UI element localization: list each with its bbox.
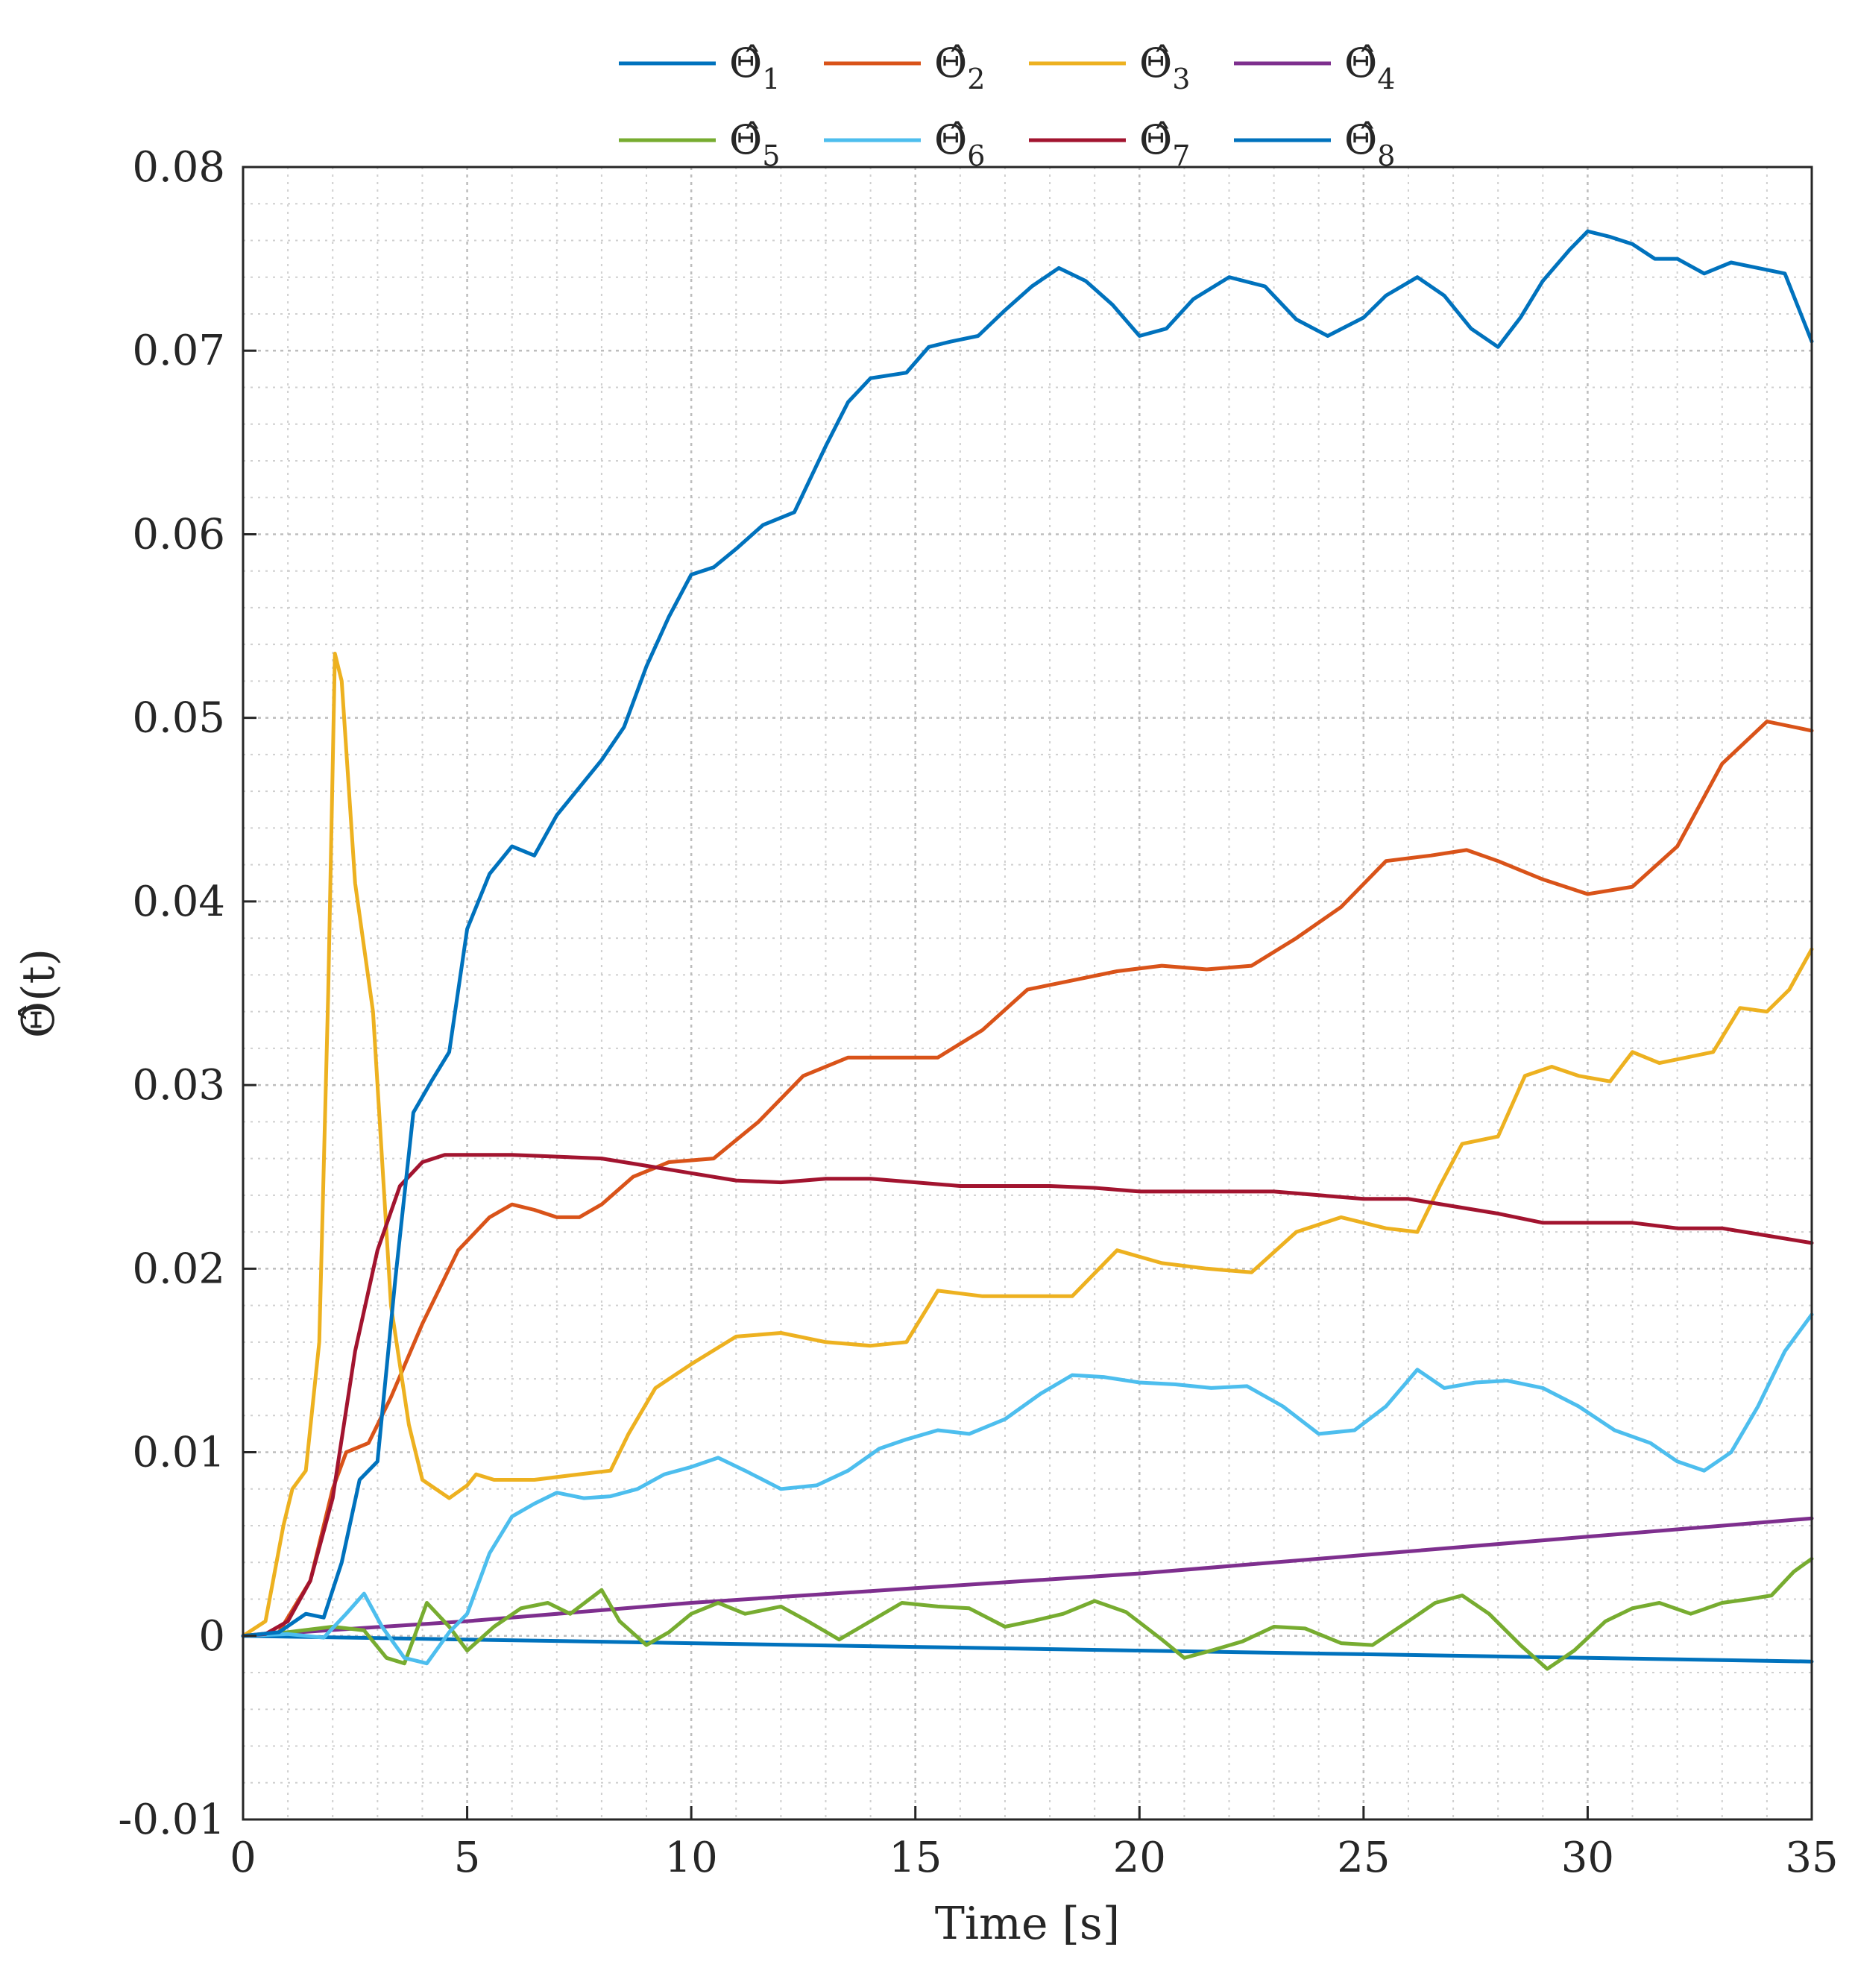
- y-tick-label: 0.02: [132, 1245, 225, 1293]
- legend-item-2: Θ̂2: [824, 40, 985, 95]
- y-tick-label: -0.01: [118, 1796, 225, 1844]
- legend-subscript: 8: [1377, 139, 1395, 172]
- series-line-1: [241, 1634, 1814, 1664]
- legend: Θ̂1 Θ̂2 Θ̂3 Θ̂4Θ̂5 Θ̂6 Θ̂7 Θ̂8: [619, 40, 1395, 172]
- x-tick-label: 15: [889, 1834, 942, 1882]
- legend-subscript: 1: [762, 63, 780, 95]
- legend-label: Θ̂1: [729, 40, 780, 95]
- legend-subscript: 5: [762, 139, 780, 172]
- x-tick-label: 35: [1785, 1834, 1838, 1882]
- y-tick-label: 0.03: [132, 1061, 225, 1110]
- x-tick-label: 30: [1561, 1834, 1614, 1882]
- y-tick-label: 0.08: [132, 143, 225, 192]
- series-line-3: [241, 652, 1814, 1638]
- y-tick-label: 0.05: [132, 694, 225, 743]
- legend-subscript: 6: [967, 139, 985, 172]
- x-tick-label: 20: [1113, 1834, 1166, 1882]
- legend-subscript: 3: [1172, 63, 1190, 95]
- y-tick-label: 0.04: [132, 878, 225, 926]
- series-line-6: [241, 1312, 1814, 1666]
- series-line-7: [241, 1153, 1814, 1638]
- x-tick-label: 25: [1337, 1834, 1390, 1882]
- series-line-2: [241, 720, 1814, 1638]
- x-axis: 0 5 10 15 20 25 30 35: [230, 1806, 1839, 1882]
- y-tick-label: 0.07: [132, 327, 225, 375]
- y-tick-label: 0.01: [132, 1429, 225, 1477]
- y-axis-title: Θ̂(t): [13, 949, 65, 1038]
- legend-subscript: 2: [967, 63, 985, 95]
- x-tick-label: 10: [665, 1834, 718, 1882]
- y-tick-label: 0: [198, 1612, 225, 1661]
- legend-item-1: Θ̂1: [619, 40, 780, 95]
- x-axis-title: Time [s]: [935, 1898, 1120, 1950]
- series-layer: [241, 229, 1814, 1671]
- y-axis: -0.01 0 0.01 0.02 0.03 0.04 0.05 0.06 0.07 0.08: [118, 143, 256, 1844]
- legend-subscript: 4: [1377, 63, 1395, 95]
- major-grid: [242, 166, 1813, 1821]
- y-tick-label: 0.06: [132, 510, 225, 559]
- legend-subscript: 7: [1172, 139, 1190, 172]
- plot-area-frame: [242, 166, 1813, 1821]
- x-tick-label: 5: [454, 1834, 481, 1882]
- series-line-5: [241, 1556, 1814, 1671]
- x-tick-label: 0: [230, 1834, 256, 1882]
- series-line-8: [241, 229, 1814, 1638]
